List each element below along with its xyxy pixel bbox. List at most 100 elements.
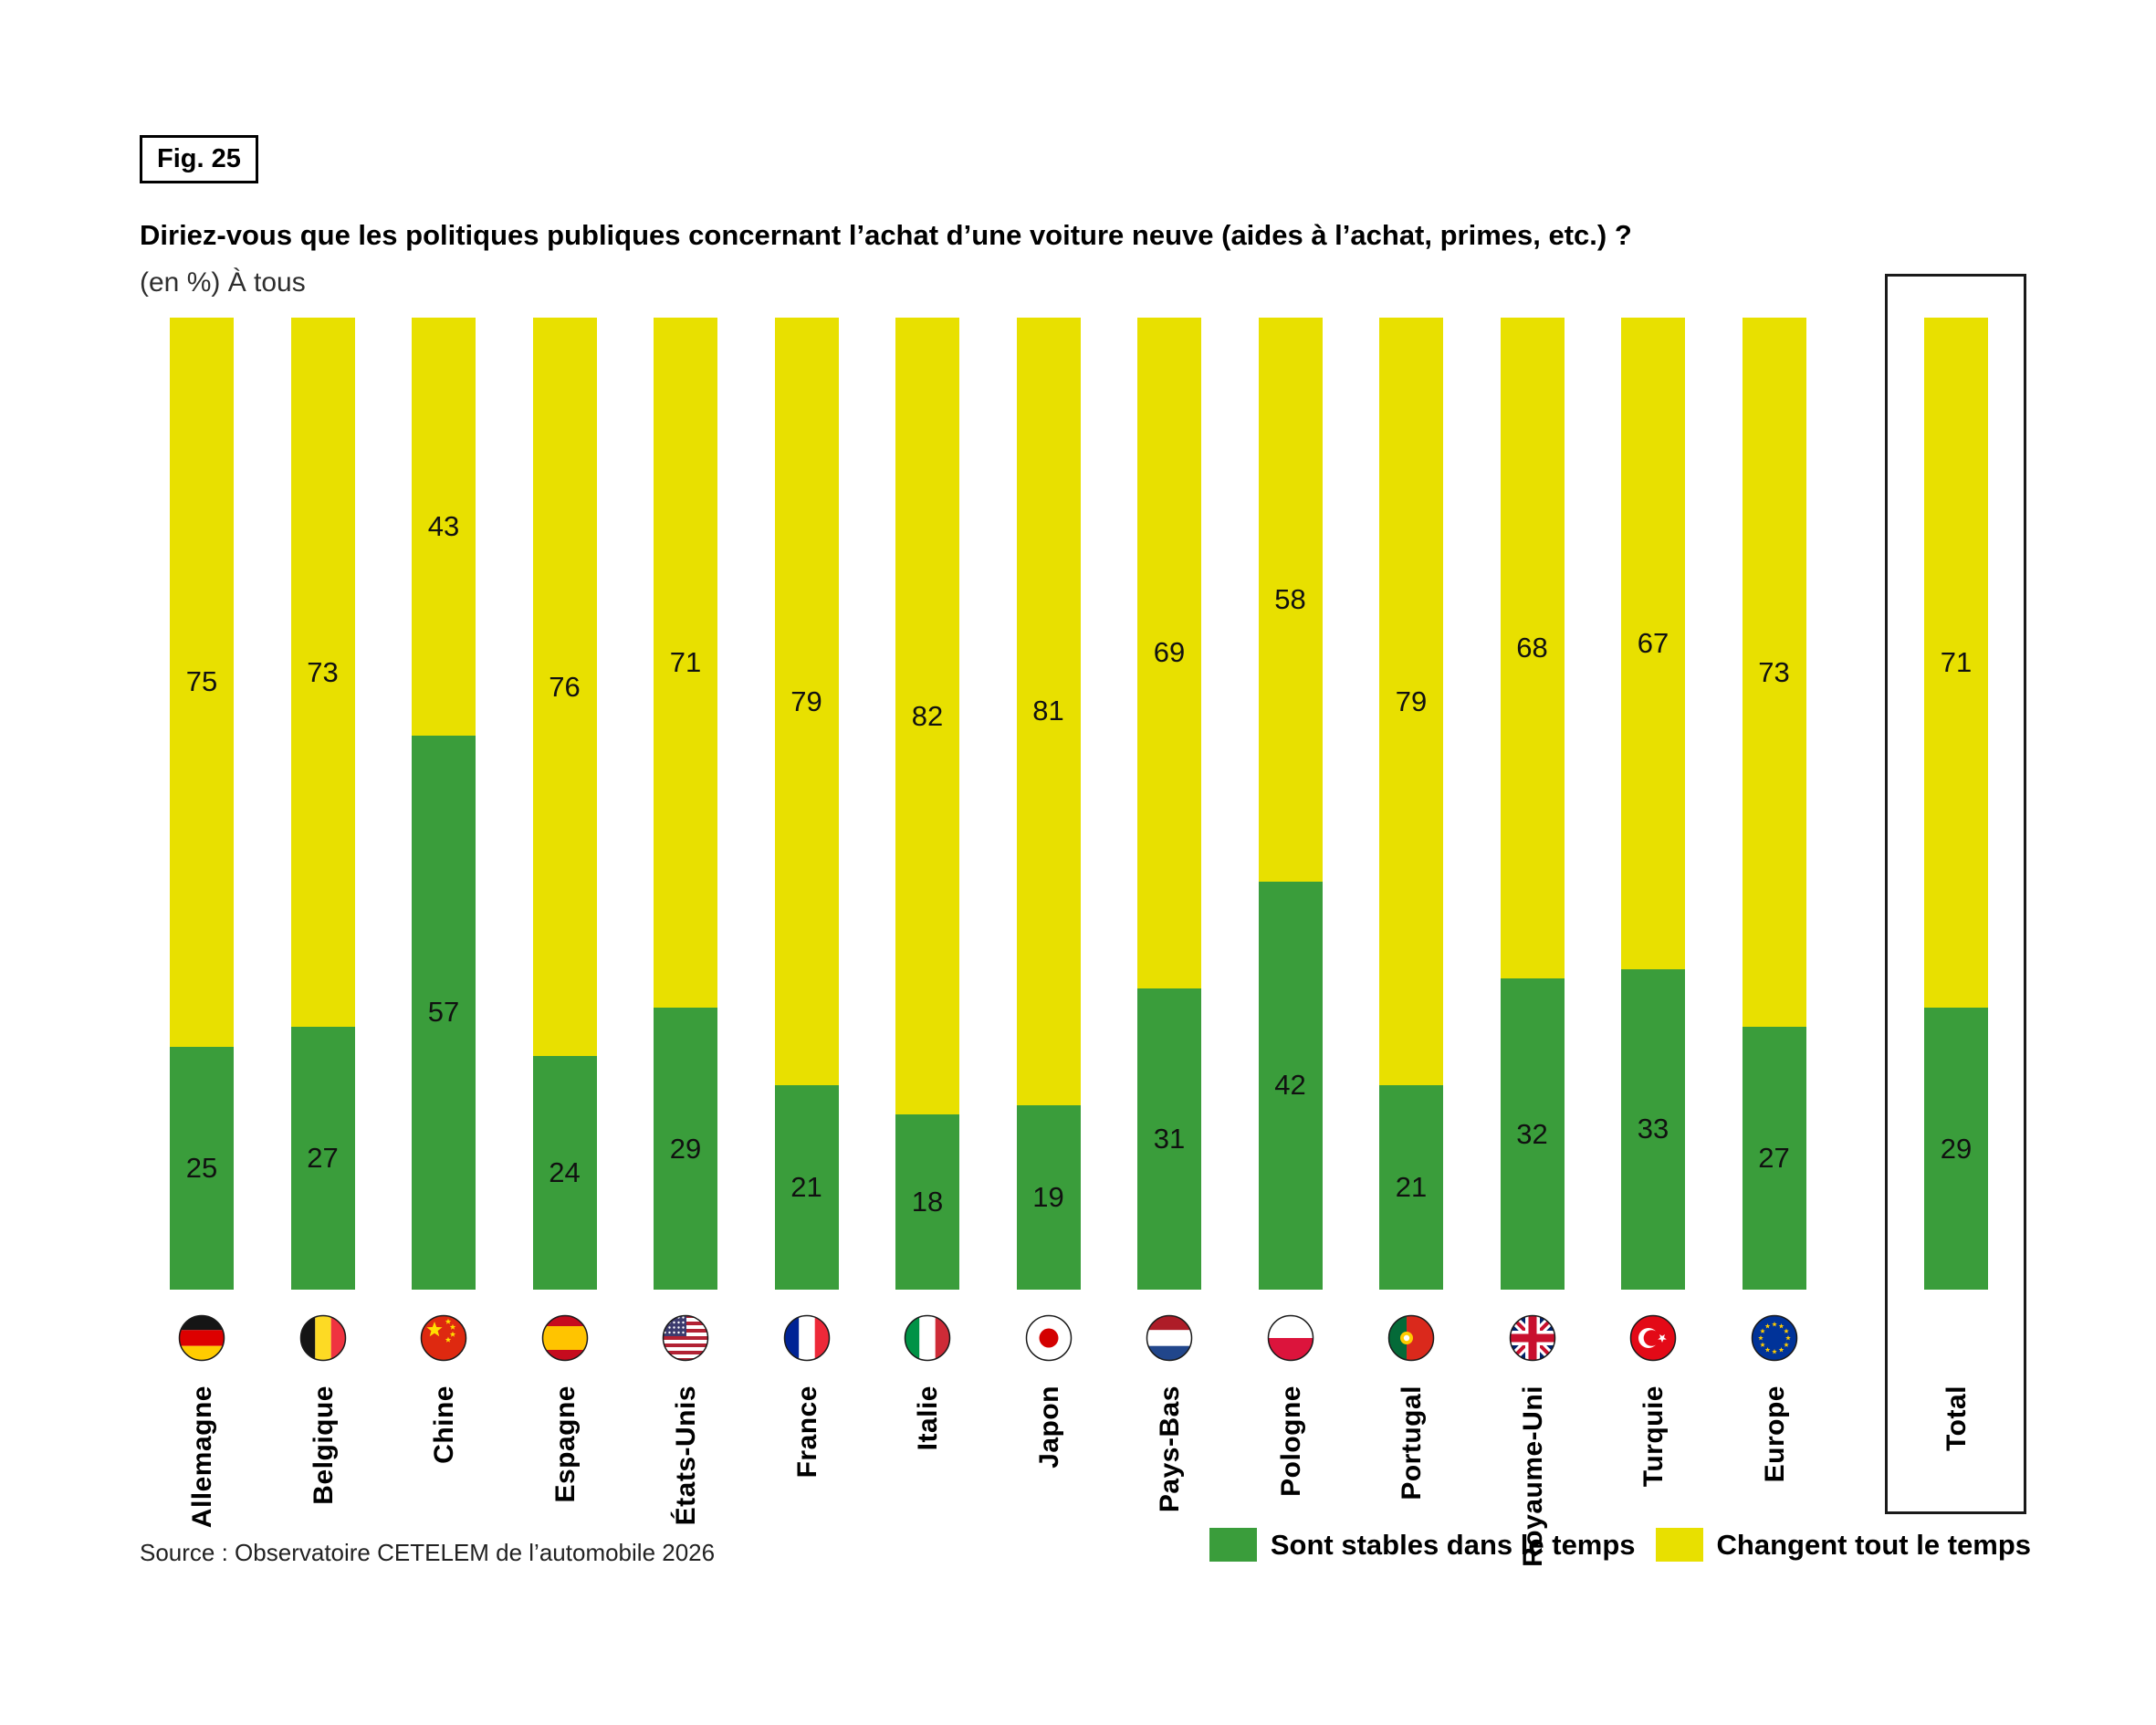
segment-change [1500, 318, 1565, 979]
figure-tag: Fig. 25 [140, 135, 258, 183]
bar-turquie: 67 33 [1621, 318, 1685, 1290]
segment-change [1379, 318, 1443, 1086]
segment-change [170, 318, 234, 1047]
value-change: 79 [1395, 685, 1428, 717]
value-stable: 21 [790, 1171, 822, 1204]
value-stable: 19 [1032, 1180, 1064, 1213]
value-change: 67 [1637, 626, 1669, 659]
segment-change [1137, 318, 1201, 988]
value-stable: 18 [911, 1186, 944, 1218]
segment-change [290, 318, 355, 1028]
legend-item-change: Changent tout le temps [1655, 1528, 2031, 1562]
flag-japon-icon [1025, 1314, 1072, 1362]
value-change: 58 [1274, 582, 1306, 615]
value-change: 75 [185, 665, 218, 698]
value-change: 71 [669, 646, 702, 679]
legend-item-stable: Sont stables dans le temps [1209, 1528, 1636, 1562]
segment-change [412, 318, 476, 736]
green-swatch-icon [1209, 1528, 1257, 1562]
segment-change [895, 318, 959, 1115]
value-change: 71 [1940, 646, 1973, 679]
segment-stable [290, 1027, 355, 1290]
bar-pologne: 58 42 [1258, 318, 1323, 1290]
segment-stable [1016, 1104, 1081, 1290]
bar-royaume-uni: 68 32 [1500, 318, 1565, 1290]
segment-change [654, 318, 717, 1009]
bar-europe: 73 27 [1742, 318, 1806, 1290]
value-change: 81 [1032, 695, 1064, 727]
segment-change [532, 318, 597, 1057]
value-stable: 29 [1940, 1132, 1973, 1165]
segment-stable [532, 1056, 597, 1290]
value-change: 68 [1516, 632, 1548, 664]
segment-stable [1621, 968, 1685, 1290]
value-change: 43 [427, 509, 460, 542]
bar-chine: 43 57 [412, 318, 476, 1290]
flag-france-icon [783, 1314, 830, 1362]
segment-stable [654, 1008, 717, 1290]
segment-change [1016, 318, 1081, 1105]
bar-espagne: 76 24 [532, 318, 597, 1290]
bar-allemagne: 75 25 [170, 318, 234, 1290]
flag-allemagne-icon [178, 1314, 225, 1362]
value-stable: 42 [1274, 1069, 1306, 1102]
segment-stable [1379, 1085, 1443, 1290]
value-stable: 21 [1395, 1171, 1428, 1204]
flag-chine-icon [420, 1314, 467, 1362]
bar-japon: 81 19 [1016, 318, 1081, 1290]
value-stable: 27 [1758, 1142, 1790, 1175]
value-change: 76 [549, 670, 581, 703]
flag-royaume-uni-icon [1509, 1314, 1555, 1362]
yellow-swatch-icon [1655, 1528, 1703, 1562]
value-change: 73 [1758, 655, 1790, 688]
segment-change [1258, 318, 1323, 882]
segment-stable [412, 735, 476, 1290]
segment-change [1924, 318, 1988, 1009]
segment-stable [1924, 1008, 1988, 1290]
bar-portugal: 79 21 [1379, 318, 1443, 1290]
segment-stable [895, 1114, 959, 1290]
value-change: 73 [307, 655, 339, 688]
value-stable: 25 [185, 1151, 218, 1184]
flag-italie-icon [904, 1314, 951, 1362]
flag-belgique-icon [299, 1314, 346, 1362]
bar-belgique: 73 27 [290, 318, 355, 1290]
segment-stable [774, 1085, 839, 1290]
bar--tats-unis: 71 29 [654, 318, 717, 1290]
flag-espagne-icon [541, 1314, 588, 1362]
value-change: 79 [790, 685, 822, 717]
flag-europe-icon [1751, 1314, 1797, 1362]
source-note: Source : Observatoire CETELEM de l’autom… [140, 1539, 716, 1566]
legend-label-stable: Sont stables dans le temps [1270, 1528, 1636, 1561]
segment-stable [1500, 978, 1565, 1290]
bar-italie: 82 18 [895, 318, 959, 1290]
flag-turquie-icon [1629, 1314, 1677, 1362]
value-stable: 33 [1637, 1113, 1669, 1145]
figure-title: Diriez-vous que les politiques publiques… [140, 219, 1632, 251]
value-change: 69 [1153, 636, 1186, 669]
figure-subtitle: (en %) À tous [140, 267, 306, 298]
value-stable: 31 [1153, 1122, 1186, 1155]
segment-stable [1258, 881, 1323, 1290]
bar-pays-bas: 69 31 [1137, 318, 1201, 1290]
legend-label-change: Changent tout le temps [1716, 1528, 2031, 1561]
value-stable: 29 [669, 1132, 702, 1165]
flag-etats-unis-icon [662, 1314, 709, 1362]
bar-france: 79 21 [774, 318, 839, 1290]
segment-stable [1742, 1027, 1806, 1290]
value-stable: 27 [307, 1142, 339, 1175]
segment-change [1621, 318, 1685, 969]
flag-pologne-icon [1267, 1314, 1313, 1362]
segment-change [1742, 318, 1806, 1028]
value-stable: 32 [1516, 1117, 1548, 1150]
bar-total: 71 29 [1924, 318, 1988, 1290]
segment-stable [1137, 988, 1201, 1290]
flag-pays-bas-icon [1146, 1314, 1193, 1362]
flag-portugal-icon [1387, 1314, 1435, 1362]
value-stable: 57 [427, 996, 460, 1029]
segment-stable [170, 1046, 234, 1290]
value-change: 82 [911, 699, 944, 732]
value-stable: 24 [549, 1156, 581, 1189]
